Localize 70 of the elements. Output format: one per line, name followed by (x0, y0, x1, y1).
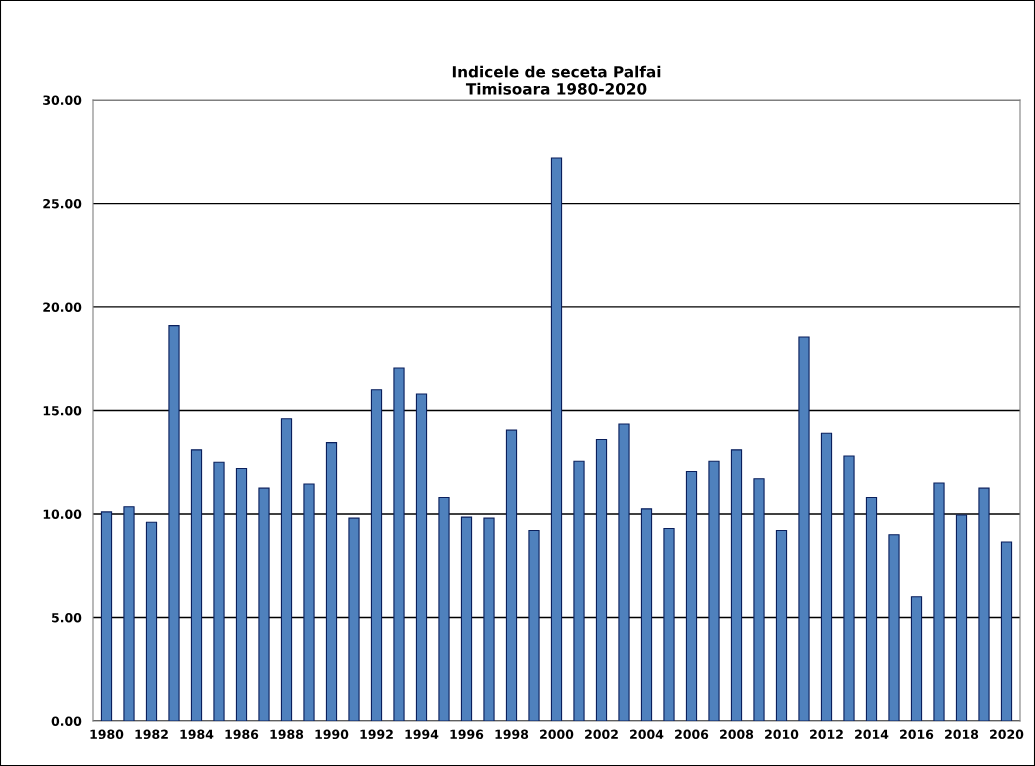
x-tick-label: 2018 (945, 729, 979, 740)
bar (415, 393, 428, 721)
bar (1000, 541, 1013, 721)
bar (348, 517, 360, 721)
x-tick-label: 1982 (135, 729, 168, 740)
chart-title: Indicele de seceta Palfai Timisoara 1980-2020 (452, 65, 661, 95)
bar (640, 508, 653, 721)
bar (843, 455, 855, 721)
x-tick-label: 2016 (900, 729, 934, 740)
x-tick-label: 1980 (90, 729, 124, 740)
bar (258, 487, 270, 721)
bar (123, 506, 135, 721)
y-tick-label: 10.00 (43, 509, 82, 519)
x-tick-label: 1988 (270, 729, 304, 740)
bar (910, 596, 923, 721)
bar (955, 514, 968, 721)
x-tick-label: 2002 (585, 729, 618, 740)
bar (528, 530, 540, 721)
bar (393, 367, 405, 721)
y-tick-label: 20.00 (43, 302, 82, 312)
bar (573, 460, 585, 721)
bar (685, 471, 698, 721)
x-tick-label: 1984 (180, 729, 214, 740)
bar (303, 483, 315, 721)
y-tick-label: 0.00 (51, 716, 82, 726)
x-tick-label: 2006 (675, 729, 709, 740)
x-tick-label: 2014 (855, 729, 889, 740)
y-tick-label: 30.00 (43, 95, 82, 105)
bar (753, 478, 765, 721)
y-tick-label: 25.00 (43, 198, 82, 209)
bar (213, 461, 225, 721)
bar (145, 521, 158, 721)
x-tick-label: 2008 (720, 729, 754, 740)
y-tick-label: 5.00 (52, 612, 82, 623)
bar (550, 157, 563, 721)
x-tick-label: 2004 (630, 729, 664, 740)
x-tick-label: 1996 (450, 729, 484, 740)
x-tick-label: 2012 (810, 729, 843, 740)
bar (618, 423, 630, 721)
x-tick-label: 1994 (405, 729, 439, 740)
bar (280, 418, 293, 721)
bar (100, 511, 113, 721)
bar (933, 482, 945, 721)
bar (888, 534, 900, 721)
bar (505, 429, 518, 721)
x-tick-label: 2020 (990, 729, 1024, 740)
x-tick-label: 1992 (360, 729, 393, 740)
bar (663, 527, 675, 721)
y-tick-label: 15.00 (43, 405, 82, 416)
bar (708, 460, 720, 721)
x-tick-label: 1990 (315, 729, 349, 740)
bar (865, 496, 878, 721)
bar (235, 467, 248, 721)
bar (595, 438, 608, 721)
bar (798, 336, 810, 721)
bar (325, 442, 338, 721)
bar (730, 449, 743, 721)
bar (483, 517, 495, 721)
x-tick-label: 1986 (225, 729, 259, 740)
bar (370, 389, 383, 721)
bar (168, 325, 180, 721)
bar (775, 530, 788, 721)
bar (978, 487, 990, 721)
bar (460, 516, 473, 721)
bar (438, 496, 450, 721)
bar (820, 432, 833, 721)
x-tick-label: 2000 (540, 729, 574, 740)
x-tick-label: 1998 (495, 729, 529, 740)
x-tick-label: 2010 (765, 729, 799, 740)
bar (190, 449, 203, 721)
